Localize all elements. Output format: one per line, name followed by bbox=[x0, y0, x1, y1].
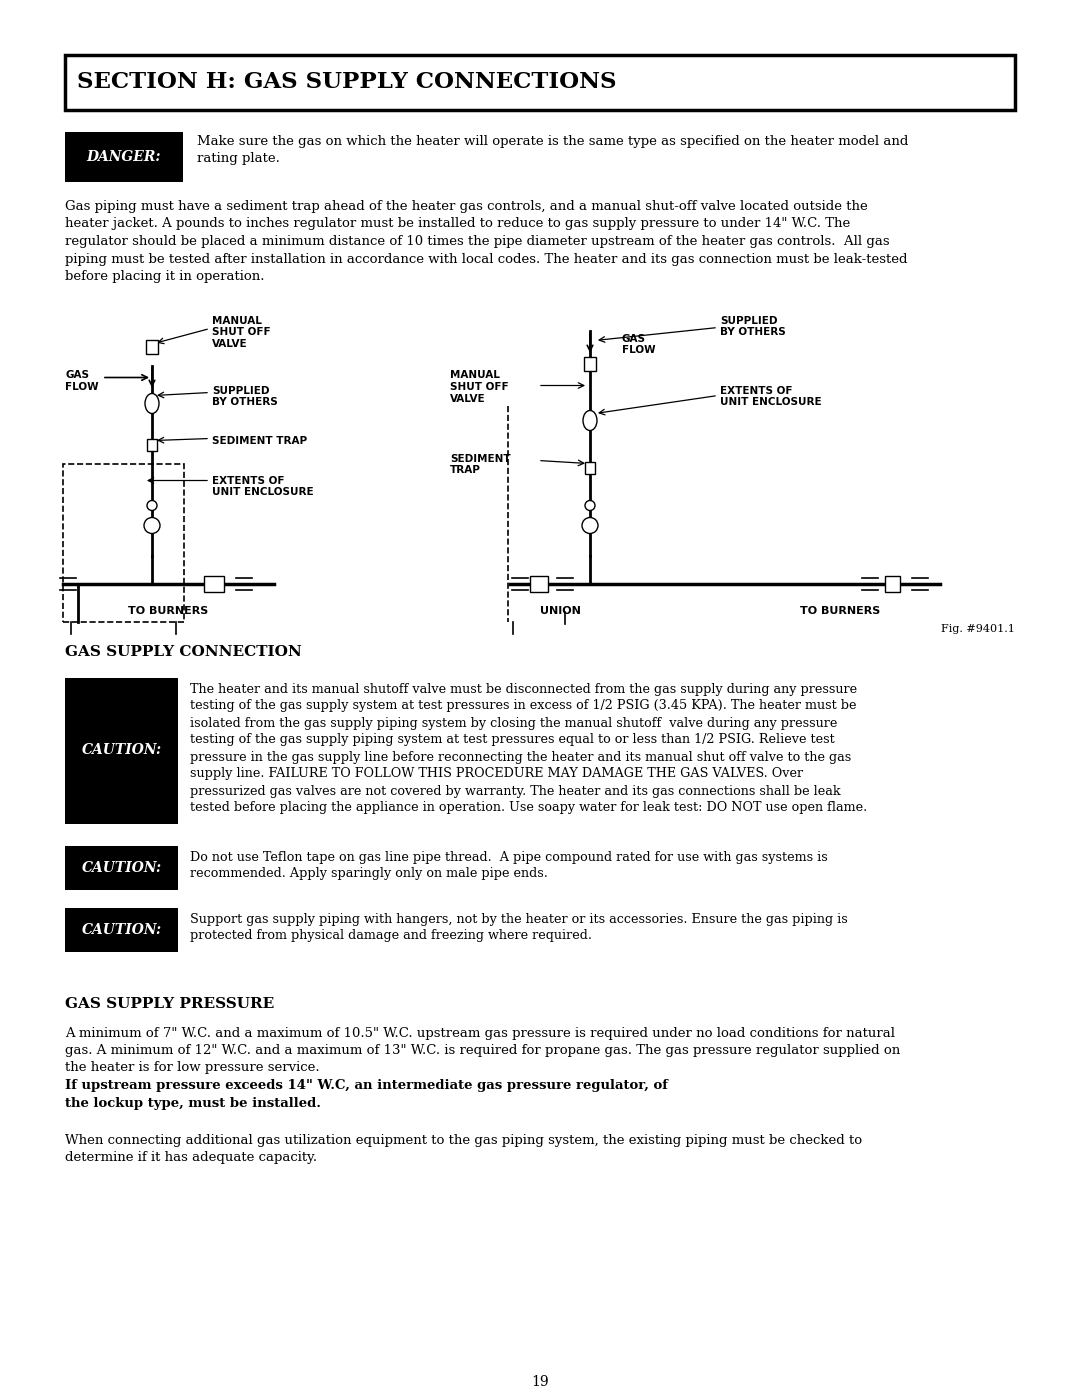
Circle shape bbox=[582, 517, 598, 534]
Text: the lockup type, must be installed.: the lockup type, must be installed. bbox=[65, 1097, 321, 1109]
Ellipse shape bbox=[145, 394, 159, 414]
Text: Make sure the gas on which the heater will operate is the same type as specified: Make sure the gas on which the heater wi… bbox=[197, 136, 908, 148]
Text: pressure in the gas supply line before reconnecting the heater and its manual sh: pressure in the gas supply line before r… bbox=[190, 750, 851, 764]
Text: SECTION H: GAS SUPPLY CONNECTIONS: SECTION H: GAS SUPPLY CONNECTIONS bbox=[77, 71, 617, 94]
Text: supply line. FAILURE TO FOLLOW THIS PROCEDURE MAY DAMAGE THE GAS VALVES. Over: supply line. FAILURE TO FOLLOW THIS PROC… bbox=[190, 767, 804, 781]
Text: recommended. Apply sparingly only on male pipe ends.: recommended. Apply sparingly only on mal… bbox=[190, 868, 548, 880]
Text: CAUTION:: CAUTION: bbox=[81, 743, 162, 757]
Text: heater jacket. A pounds to inches regulator must be installed to reduce to gas s: heater jacket. A pounds to inches regula… bbox=[65, 218, 850, 231]
Circle shape bbox=[585, 500, 595, 510]
Text: the heater is for low pressure service.: the heater is for low pressure service. bbox=[65, 1062, 324, 1074]
Text: MANUAL
SHUT OFF
VALVE: MANUAL SHUT OFF VALVE bbox=[212, 316, 271, 349]
Text: EXTENTS OF
UNIT ENCLOSURE: EXTENTS OF UNIT ENCLOSURE bbox=[212, 475, 313, 497]
Bar bbox=[65, 678, 178, 823]
Text: piping must be tested after installation in accordance with local codes. The hea: piping must be tested after installation… bbox=[65, 253, 907, 265]
Text: GAS
FLOW: GAS FLOW bbox=[622, 334, 656, 355]
Text: isolated from the gas supply piping system by closing the manual shutoff  valve : isolated from the gas supply piping syst… bbox=[190, 717, 837, 729]
Bar bbox=[147, 439, 157, 450]
Text: CAUTION:: CAUTION: bbox=[81, 861, 162, 875]
Text: gas. A minimum of 12" W.C. and a maximum of 13" W.C. is required for propane gas: gas. A minimum of 12" W.C. and a maximum… bbox=[65, 1044, 901, 1058]
Text: GAS SUPPLY PRESSURE: GAS SUPPLY PRESSURE bbox=[65, 996, 274, 1010]
Bar bbox=[204, 576, 224, 591]
Text: pressurized gas valves are not covered by warranty. The heater and its gas conne: pressurized gas valves are not covered b… bbox=[190, 785, 840, 798]
Circle shape bbox=[144, 517, 160, 534]
Bar bbox=[584, 356, 596, 370]
Text: testing of the gas supply system at test pressures in excess of 1/2 PSIG (3.45 K: testing of the gas supply system at test… bbox=[190, 700, 856, 712]
Text: SEDIMENT
TRAP: SEDIMENT TRAP bbox=[450, 454, 511, 475]
Text: When connecting additional gas utilization equipment to the gas piping system, t: When connecting additional gas utilizati… bbox=[65, 1134, 862, 1147]
Text: 19: 19 bbox=[531, 1375, 549, 1389]
Text: SEDIMENT TRAP: SEDIMENT TRAP bbox=[212, 436, 307, 446]
Text: Fig. #9401.1: Fig. #9401.1 bbox=[941, 623, 1015, 633]
Text: TO BURNERS: TO BURNERS bbox=[129, 605, 208, 616]
Bar bbox=[65, 908, 178, 951]
Bar bbox=[63, 464, 184, 622]
Text: determine if it has adequate capacity.: determine if it has adequate capacity. bbox=[65, 1151, 318, 1165]
Text: The heater and its manual shutoff valve must be disconnected from the gas supply: The heater and its manual shutoff valve … bbox=[190, 683, 858, 696]
Text: Gas piping must have a sediment trap ahead of the heater gas controls, and a man: Gas piping must have a sediment trap ahe… bbox=[65, 200, 867, 212]
Text: tested before placing the appliance in operation. Use soapy water for leak test:: tested before placing the appliance in o… bbox=[190, 802, 867, 814]
Bar bbox=[65, 54, 1015, 110]
Text: rating plate.: rating plate. bbox=[197, 152, 280, 165]
Bar bbox=[65, 845, 178, 890]
Bar bbox=[65, 131, 183, 182]
Bar bbox=[885, 576, 900, 591]
Text: Do not use Teflon tape on gas line pipe thread.  A pipe compound rated for use w: Do not use Teflon tape on gas line pipe … bbox=[190, 851, 827, 863]
Circle shape bbox=[147, 500, 157, 510]
Text: DANGER:: DANGER: bbox=[86, 149, 161, 163]
Text: EXTENTS OF
UNIT ENCLOSURE: EXTENTS OF UNIT ENCLOSURE bbox=[720, 386, 822, 407]
Bar bbox=[146, 339, 158, 353]
Ellipse shape bbox=[583, 411, 597, 430]
Text: Support gas supply piping with hangers, not by the heater or its accessories. En: Support gas supply piping with hangers, … bbox=[190, 912, 848, 925]
Text: CAUTION:: CAUTION: bbox=[81, 922, 162, 936]
Text: SUPPLIED
BY OTHERS: SUPPLIED BY OTHERS bbox=[212, 386, 278, 407]
Text: regulator should be placed a minimum distance of 10 times the pipe diameter upst: regulator should be placed a minimum dis… bbox=[65, 235, 890, 249]
Bar bbox=[585, 461, 595, 474]
Text: before placing it in operation.: before placing it in operation. bbox=[65, 270, 265, 284]
Text: SUPPLIED
BY OTHERS: SUPPLIED BY OTHERS bbox=[720, 316, 786, 337]
Text: MANUAL
SHUT OFF
VALVE: MANUAL SHUT OFF VALVE bbox=[450, 370, 509, 404]
Text: UNION: UNION bbox=[540, 605, 580, 616]
Text: GAS
FLOW: GAS FLOW bbox=[65, 370, 98, 393]
Text: protected from physical damage and freezing where required.: protected from physical damage and freez… bbox=[190, 929, 592, 943]
Bar bbox=[530, 576, 548, 591]
Text: A minimum of 7" W.C. and a maximum of 10.5" W.C. upstream gas pressure is requir: A minimum of 7" W.C. and a maximum of 10… bbox=[65, 1027, 895, 1039]
Text: TO BURNERS: TO BURNERS bbox=[800, 605, 880, 616]
Text: GAS SUPPLY CONNECTION: GAS SUPPLY CONNECTION bbox=[65, 645, 301, 659]
Text: testing of the gas supply piping system at test pressures equal to or less than : testing of the gas supply piping system … bbox=[190, 733, 835, 746]
Text: If upstream pressure exceeds 14" W.C, an intermediate gas pressure regulator, of: If upstream pressure exceeds 14" W.C, an… bbox=[65, 1078, 667, 1092]
